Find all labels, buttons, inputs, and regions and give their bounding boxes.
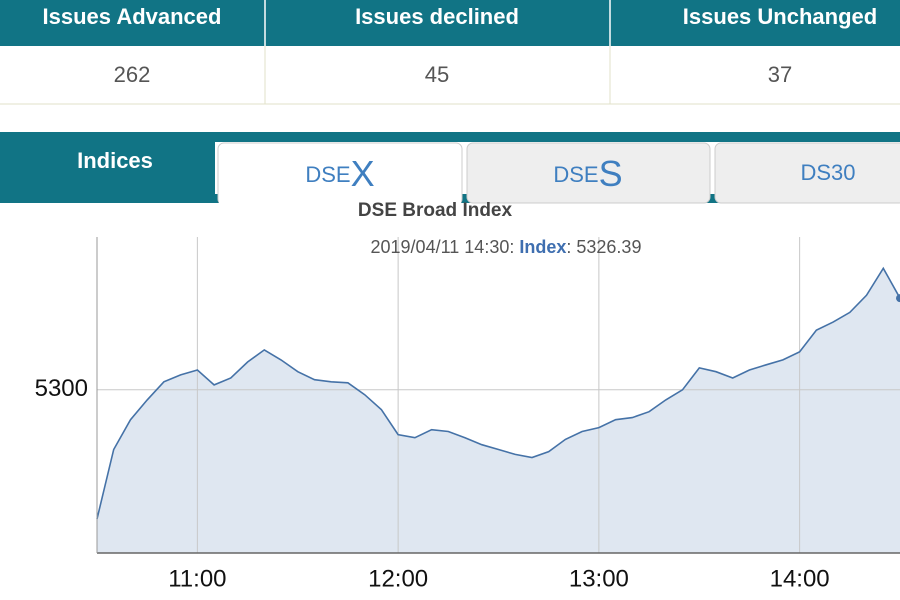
tab-label: DSES — [553, 153, 622, 194]
tab-joint — [219, 194, 461, 206]
header-cell: Issues Advanced — [43, 4, 222, 29]
x-tick-label: 14:00 — [770, 565, 830, 592]
section-label: Indices — [77, 148, 153, 173]
x-tick-label: 12:00 — [368, 565, 428, 592]
tooltip-time: 14:30 — [464, 237, 509, 257]
header-cell: Issues Unchanged — [683, 4, 877, 29]
tab-label-text: DSE — [553, 162, 598, 187]
y-tick-label: 5300 — [35, 375, 88, 402]
chart-title: DSE Broad Index — [358, 200, 513, 221]
point — [896, 294, 900, 303]
tab[interactable] — [714, 142, 900, 204]
tabs-bar — [0, 132, 900, 142]
x-tick-label: 13:00 — [569, 565, 629, 592]
header-cell: Issues declined — [355, 4, 519, 29]
area — [97, 268, 900, 553]
tooltip-date: 2019/04/11 — [371, 237, 460, 257]
tab[interactable] — [466, 142, 711, 204]
table-header — [0, 0, 900, 46]
line — [96, 266, 900, 520]
tooltip-series: Index — [519, 237, 566, 257]
value-cell: 262 — [114, 62, 151, 87]
section-tab — [0, 132, 215, 194]
x-tick-label: 11:00 — [168, 565, 226, 592]
value-cell: 45 — [425, 62, 449, 87]
tab-label: DSEX — [305, 153, 374, 194]
tab-label: DS30 — [800, 160, 855, 185]
tab-label-accent: S — [599, 153, 623, 194]
tooltip-value: 5326.39 — [576, 237, 641, 257]
plot — [96, 237, 900, 554]
tab-label-text: DSE — [305, 162, 350, 187]
tab-label-accent: X — [351, 153, 375, 194]
tooltip: 2019/04/11 14:30: Index: 5326.39 — [371, 237, 642, 257]
value-cell: 37 — [768, 62, 792, 87]
